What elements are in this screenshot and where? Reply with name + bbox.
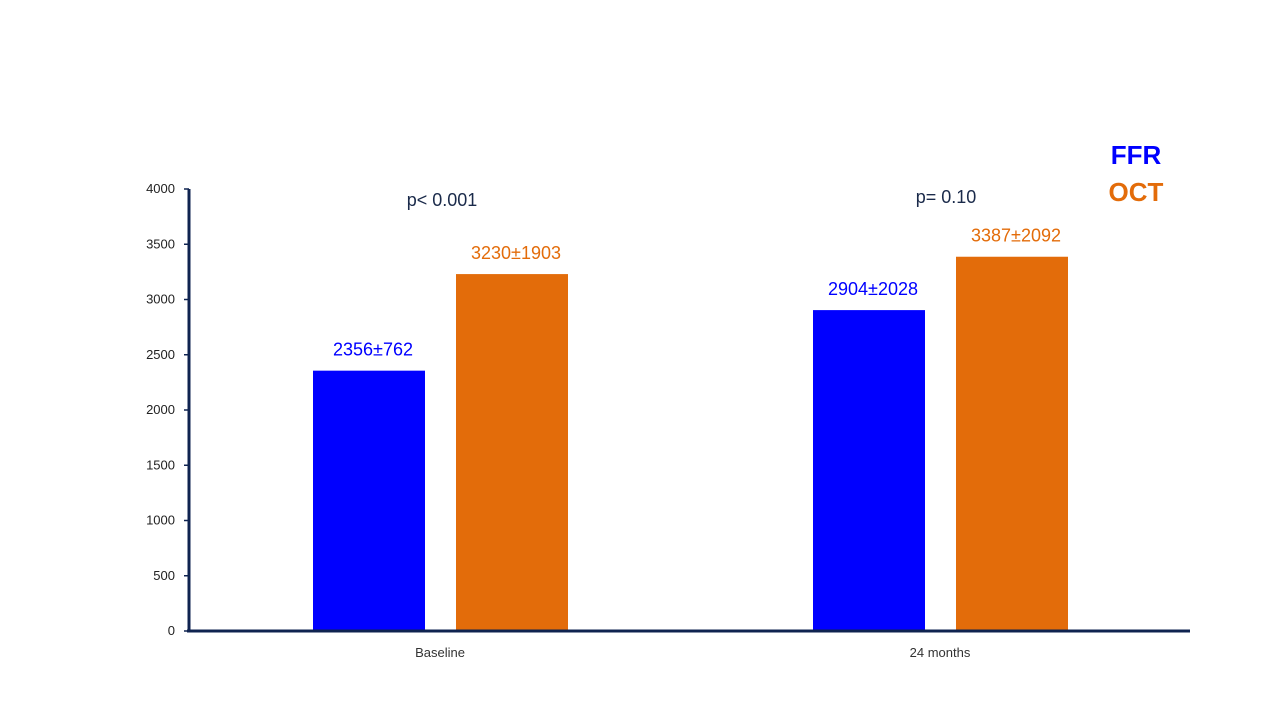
x-category-label: Baseline <box>415 645 465 660</box>
y-tick-label: 4000 <box>146 181 175 196</box>
y-tick-label: 2000 <box>146 402 175 417</box>
y-tick-label: 500 <box>153 568 175 583</box>
x-category-label: 24 months <box>910 645 971 660</box>
legend-entry-ffr: FFR <box>1111 140 1162 170</box>
data-label-ffr-1: 2904±2028 <box>828 279 918 299</box>
p-value-annotations: p< 0.001 p= 0.10 <box>407 187 977 210</box>
axes <box>187 189 1190 633</box>
bar-oct-1 <box>956 256 1068 631</box>
y-tick-label: 2500 <box>146 347 175 362</box>
data-label-oct-0: 3230±1903 <box>471 243 561 263</box>
bar-oct-0 <box>456 274 568 631</box>
p-value-label: p< 0.001 <box>407 190 478 210</box>
data-labels: 2356±762 2904±2028 3230±1903 3387±2092 <box>333 226 1061 360</box>
data-label-ffr-0: 2356±762 <box>333 340 413 360</box>
bars <box>313 256 1068 631</box>
y-tick-label: 1500 <box>146 457 175 472</box>
y-tick-label: 3500 <box>146 236 175 251</box>
p-value-label: p= 0.10 <box>916 187 977 207</box>
y-tick-label: 0 <box>168 623 175 638</box>
y-axis-ticks: 0 500 1000 1500 2000 2500 3000 3500 4000 <box>146 181 189 638</box>
y-tick-label: 3000 <box>146 292 175 307</box>
bar-ffr-1 <box>813 310 925 631</box>
category-labels: Baseline 24 months <box>415 645 971 660</box>
legend: FFR OCT <box>1109 140 1164 207</box>
y-tick-label: 1000 <box>146 513 175 528</box>
legend-entry-oct: OCT <box>1109 177 1164 207</box>
data-label-oct-1: 3387±2092 <box>971 226 1061 246</box>
bar-ffr-0 <box>313 370 425 631</box>
